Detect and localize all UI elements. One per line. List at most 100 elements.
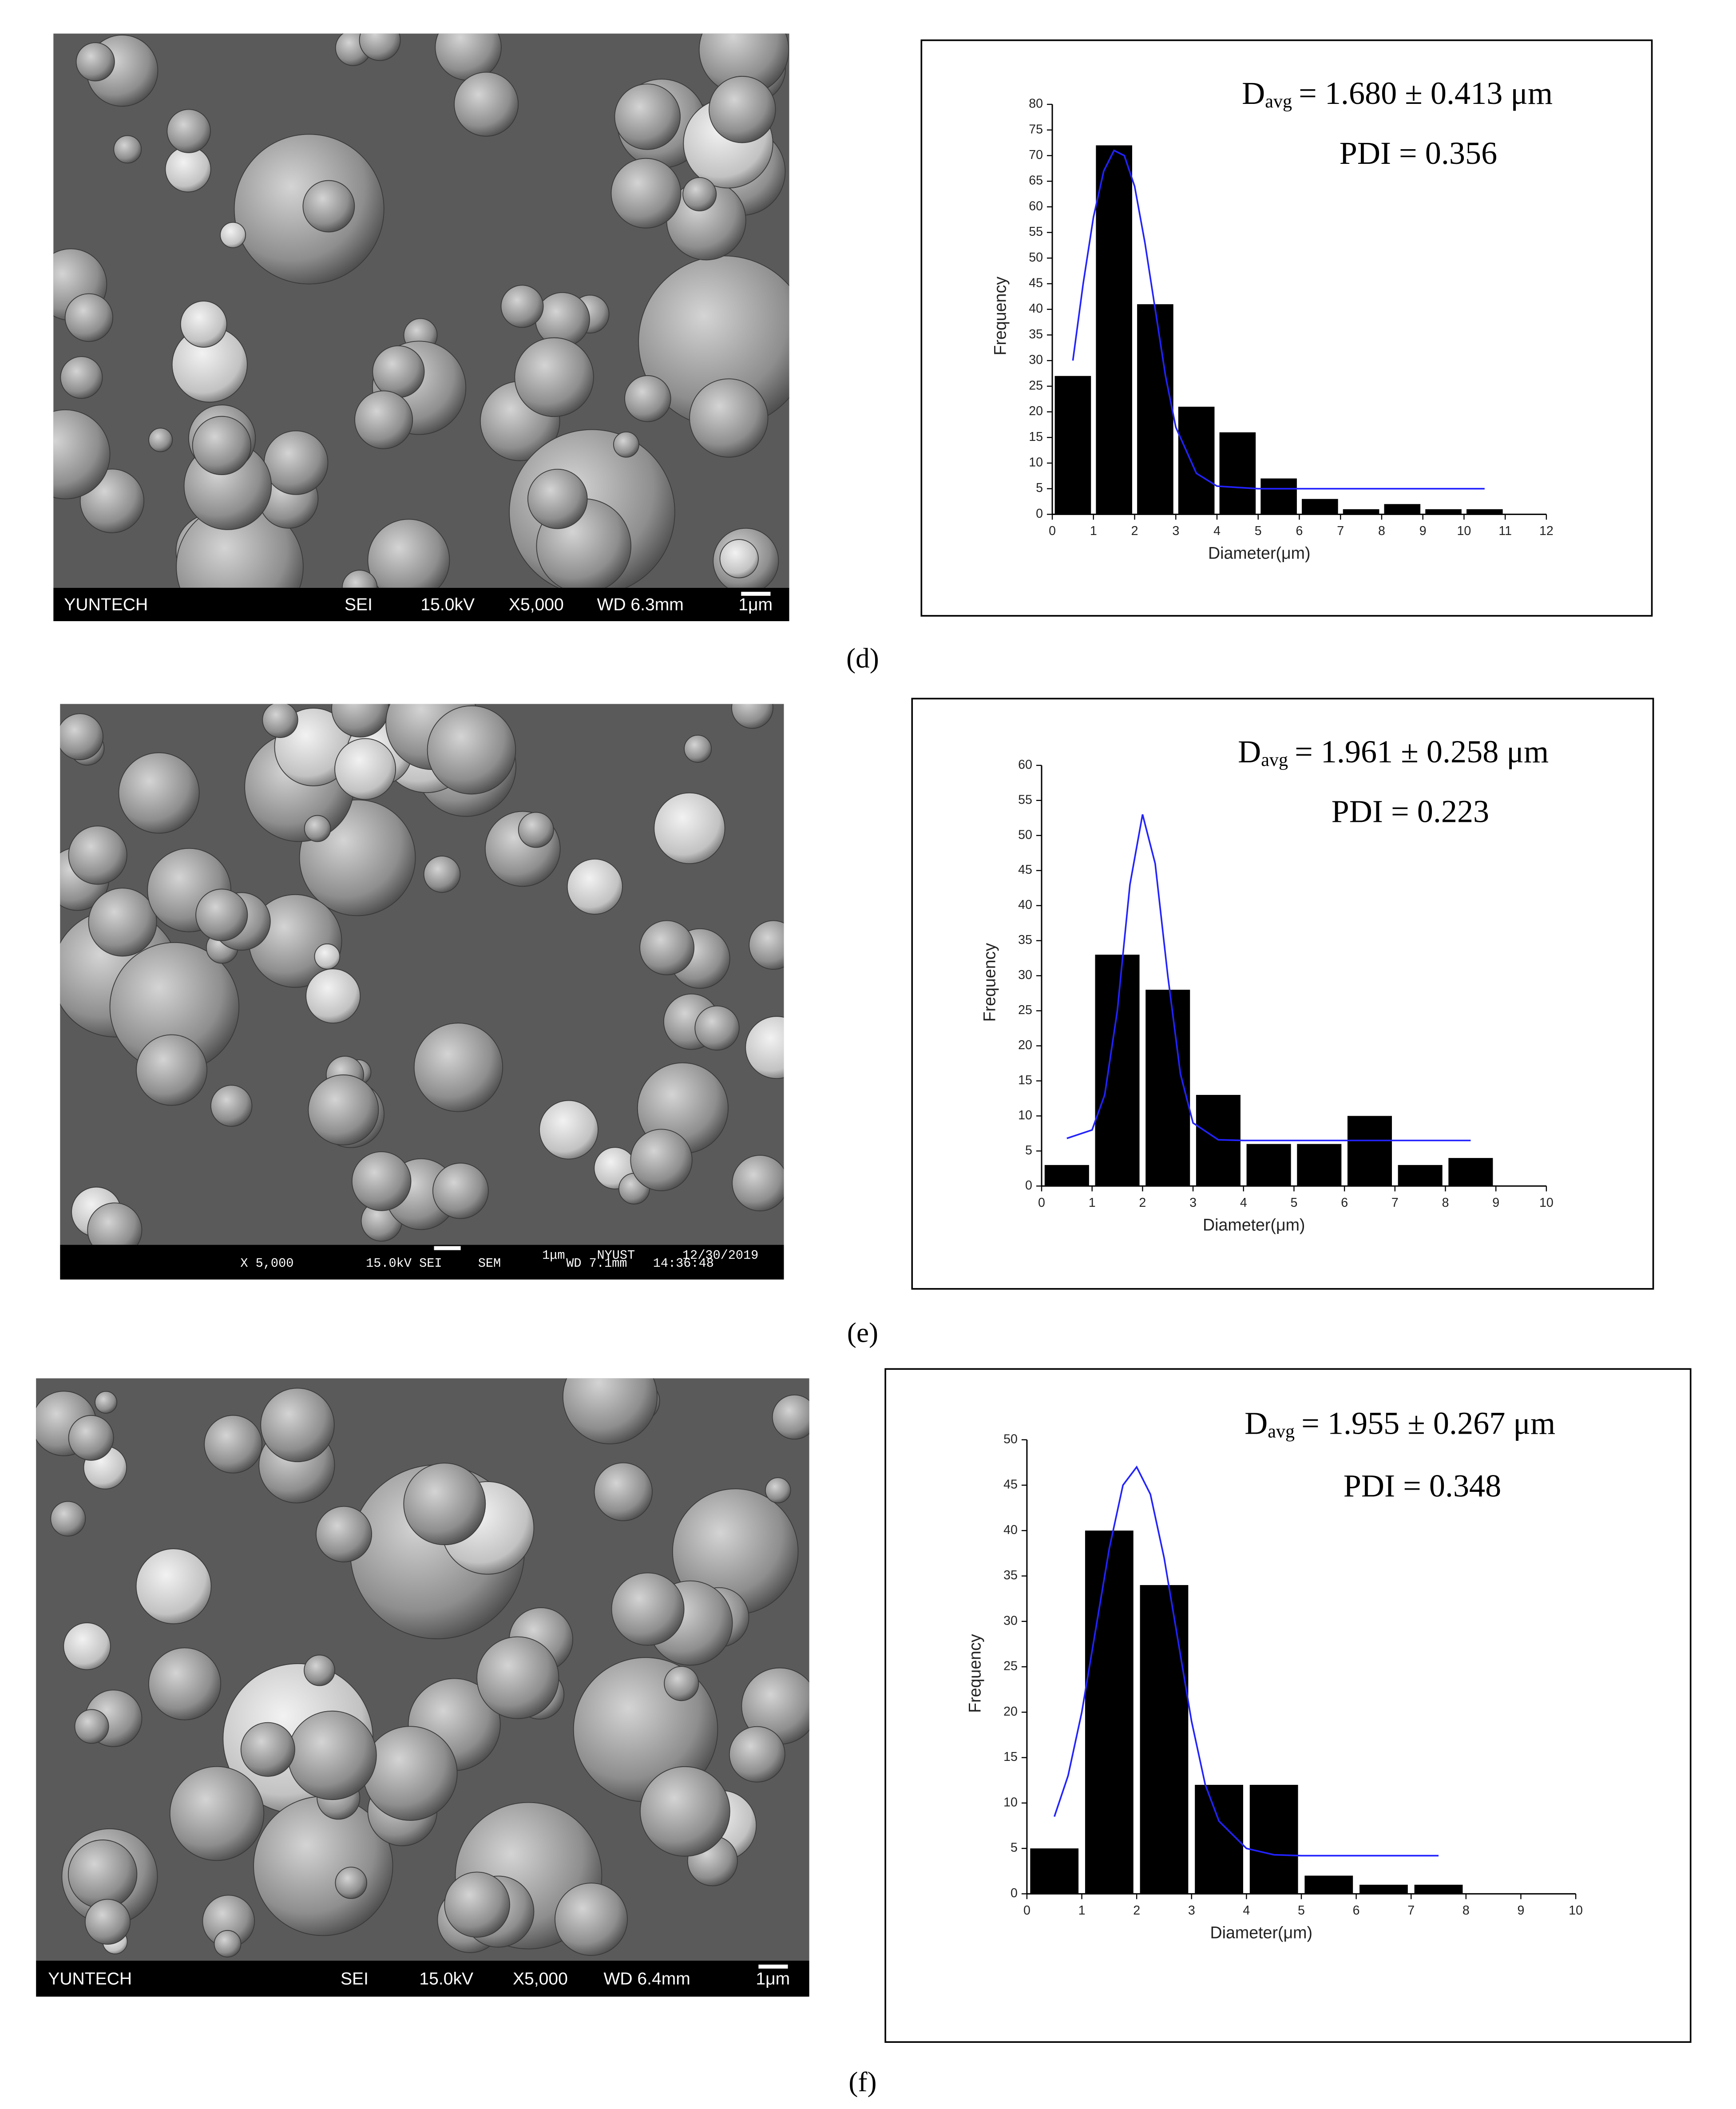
- x-tick-label: 1: [1089, 1196, 1096, 1210]
- particle: [514, 337, 594, 417]
- particle: [639, 920, 695, 975]
- particle: [335, 1867, 367, 1899]
- bar: [1095, 955, 1140, 1186]
- x-tick-label: 2: [1139, 1196, 1146, 1210]
- annotation-pdi: PDI = 0.348: [1344, 1468, 1501, 1504]
- particle: [611, 1572, 685, 1646]
- sem-info-text: 15.0kV: [420, 595, 475, 614]
- y-tick-label: 40: [1003, 1523, 1018, 1537]
- particle: [113, 135, 142, 164]
- scale-bar: [758, 1964, 788, 1969]
- bar: [1304, 1875, 1353, 1894]
- bar: [1096, 145, 1132, 515]
- particle: [75, 42, 115, 82]
- particle: [95, 1391, 118, 1414]
- particle: [413, 1023, 503, 1112]
- particle: [314, 943, 341, 970]
- particle: [214, 1930, 242, 1958]
- sem-info-text: YUNTECH: [48, 1970, 132, 1989]
- x-tick-label: 1: [1090, 524, 1097, 538]
- particle: [74, 1709, 109, 1744]
- sem-particles: [53, 33, 789, 588]
- y-tick-label: 30: [1029, 353, 1043, 367]
- bar: [1466, 509, 1503, 515]
- fit-curve: [1066, 814, 1471, 1142]
- particle: [772, 1394, 809, 1440]
- x-tick-label: 10: [1539, 1196, 1554, 1210]
- sem-info-text: WD 6.3mm: [597, 595, 683, 614]
- annotation-davg: Davg = 1.961 ± 0.258 μm: [1238, 733, 1549, 770]
- x-tick-label: 9: [1518, 1903, 1525, 1918]
- annotation-subscript: avg: [1261, 749, 1288, 770]
- particle: [166, 109, 211, 153]
- particle: [88, 888, 157, 957]
- y-tick-label: 45: [1003, 1478, 1018, 1492]
- particle: [363, 1726, 458, 1821]
- bar: [1347, 1116, 1392, 1186]
- particle: [731, 704, 773, 729]
- y-tick-label: 5: [1036, 481, 1043, 495]
- annotation-pdi: PDI = 0.223: [1332, 794, 1489, 829]
- particle: [423, 856, 461, 893]
- y-tick-label: 5: [1011, 1841, 1018, 1855]
- sem-info-text: WD 7.1mm: [566, 1256, 627, 1271]
- particle: [639, 1766, 730, 1857]
- particle: [304, 815, 331, 842]
- x-tick-label: 5: [1298, 1903, 1305, 1918]
- y-tick-label: 35: [1003, 1568, 1018, 1582]
- x-tick-label: 9: [1419, 524, 1427, 538]
- y-tick-label: 50: [1003, 1432, 1018, 1446]
- particle: [709, 75, 776, 143]
- bar: [1044, 1165, 1089, 1186]
- bar: [1359, 1884, 1408, 1894]
- particle: [260, 1388, 335, 1463]
- particle: [684, 734, 712, 763]
- particle: [630, 1129, 693, 1191]
- y-tick-label: 35: [1018, 933, 1032, 947]
- sem-info-text: 1μm: [738, 595, 773, 614]
- bar: [1249, 1784, 1298, 1894]
- sem-info-text: 12/30/2019: [682, 1248, 758, 1263]
- particle: [165, 146, 211, 193]
- bar: [1178, 407, 1215, 515]
- y-tick-label: 35: [1029, 327, 1043, 341]
- sem-particles: [36, 1378, 809, 1958]
- sem-info-text: 15.0kV: [419, 1970, 473, 1989]
- annotation-symbol: D: [1242, 75, 1265, 111]
- particle: [169, 1766, 265, 1861]
- y-tick-label: 10: [1029, 456, 1043, 470]
- sem-info-text: SEI: [345, 595, 373, 614]
- x-tick-label: 5: [1255, 524, 1262, 538]
- particle: [729, 1726, 785, 1783]
- y-tick-label: 20: [1018, 1038, 1032, 1052]
- particle: [749, 920, 784, 970]
- y-tick-label: 0: [1025, 1178, 1032, 1193]
- particle: [53, 409, 111, 500]
- sem-info-text: 15.0kV SEI: [366, 1256, 442, 1271]
- fit-curve: [1054, 1465, 1439, 1857]
- y-tick-label: 10: [1003, 1795, 1018, 1809]
- x-tick-label: 6: [1341, 1196, 1348, 1210]
- particle: [435, 33, 502, 81]
- particle: [610, 158, 682, 229]
- panel-label: (e): [847, 1317, 878, 1348]
- particle: [745, 1016, 784, 1079]
- bar: [1302, 499, 1338, 515]
- annotation-value: = 1.961 ± 0.258 μm: [1295, 733, 1549, 769]
- sem-info-text: X5,000: [513, 1970, 568, 1989]
- y-tick-label: 50: [1018, 828, 1032, 842]
- x-tick-label: 9: [1492, 1196, 1499, 1210]
- sem-info-bar: [60, 1245, 784, 1280]
- sem-info-text: 1μm: [542, 1248, 565, 1263]
- y-tick-label: 70: [1029, 148, 1043, 162]
- particle: [287, 1710, 377, 1800]
- sem-info-text: YUNTECH: [64, 595, 148, 614]
- chart-frame: [920, 39, 1653, 617]
- bar: [1246, 1144, 1291, 1186]
- bar: [1260, 478, 1297, 515]
- x-tick-label: 10: [1457, 524, 1471, 538]
- x-tick-label: 0: [1023, 1903, 1031, 1918]
- particle: [427, 705, 516, 795]
